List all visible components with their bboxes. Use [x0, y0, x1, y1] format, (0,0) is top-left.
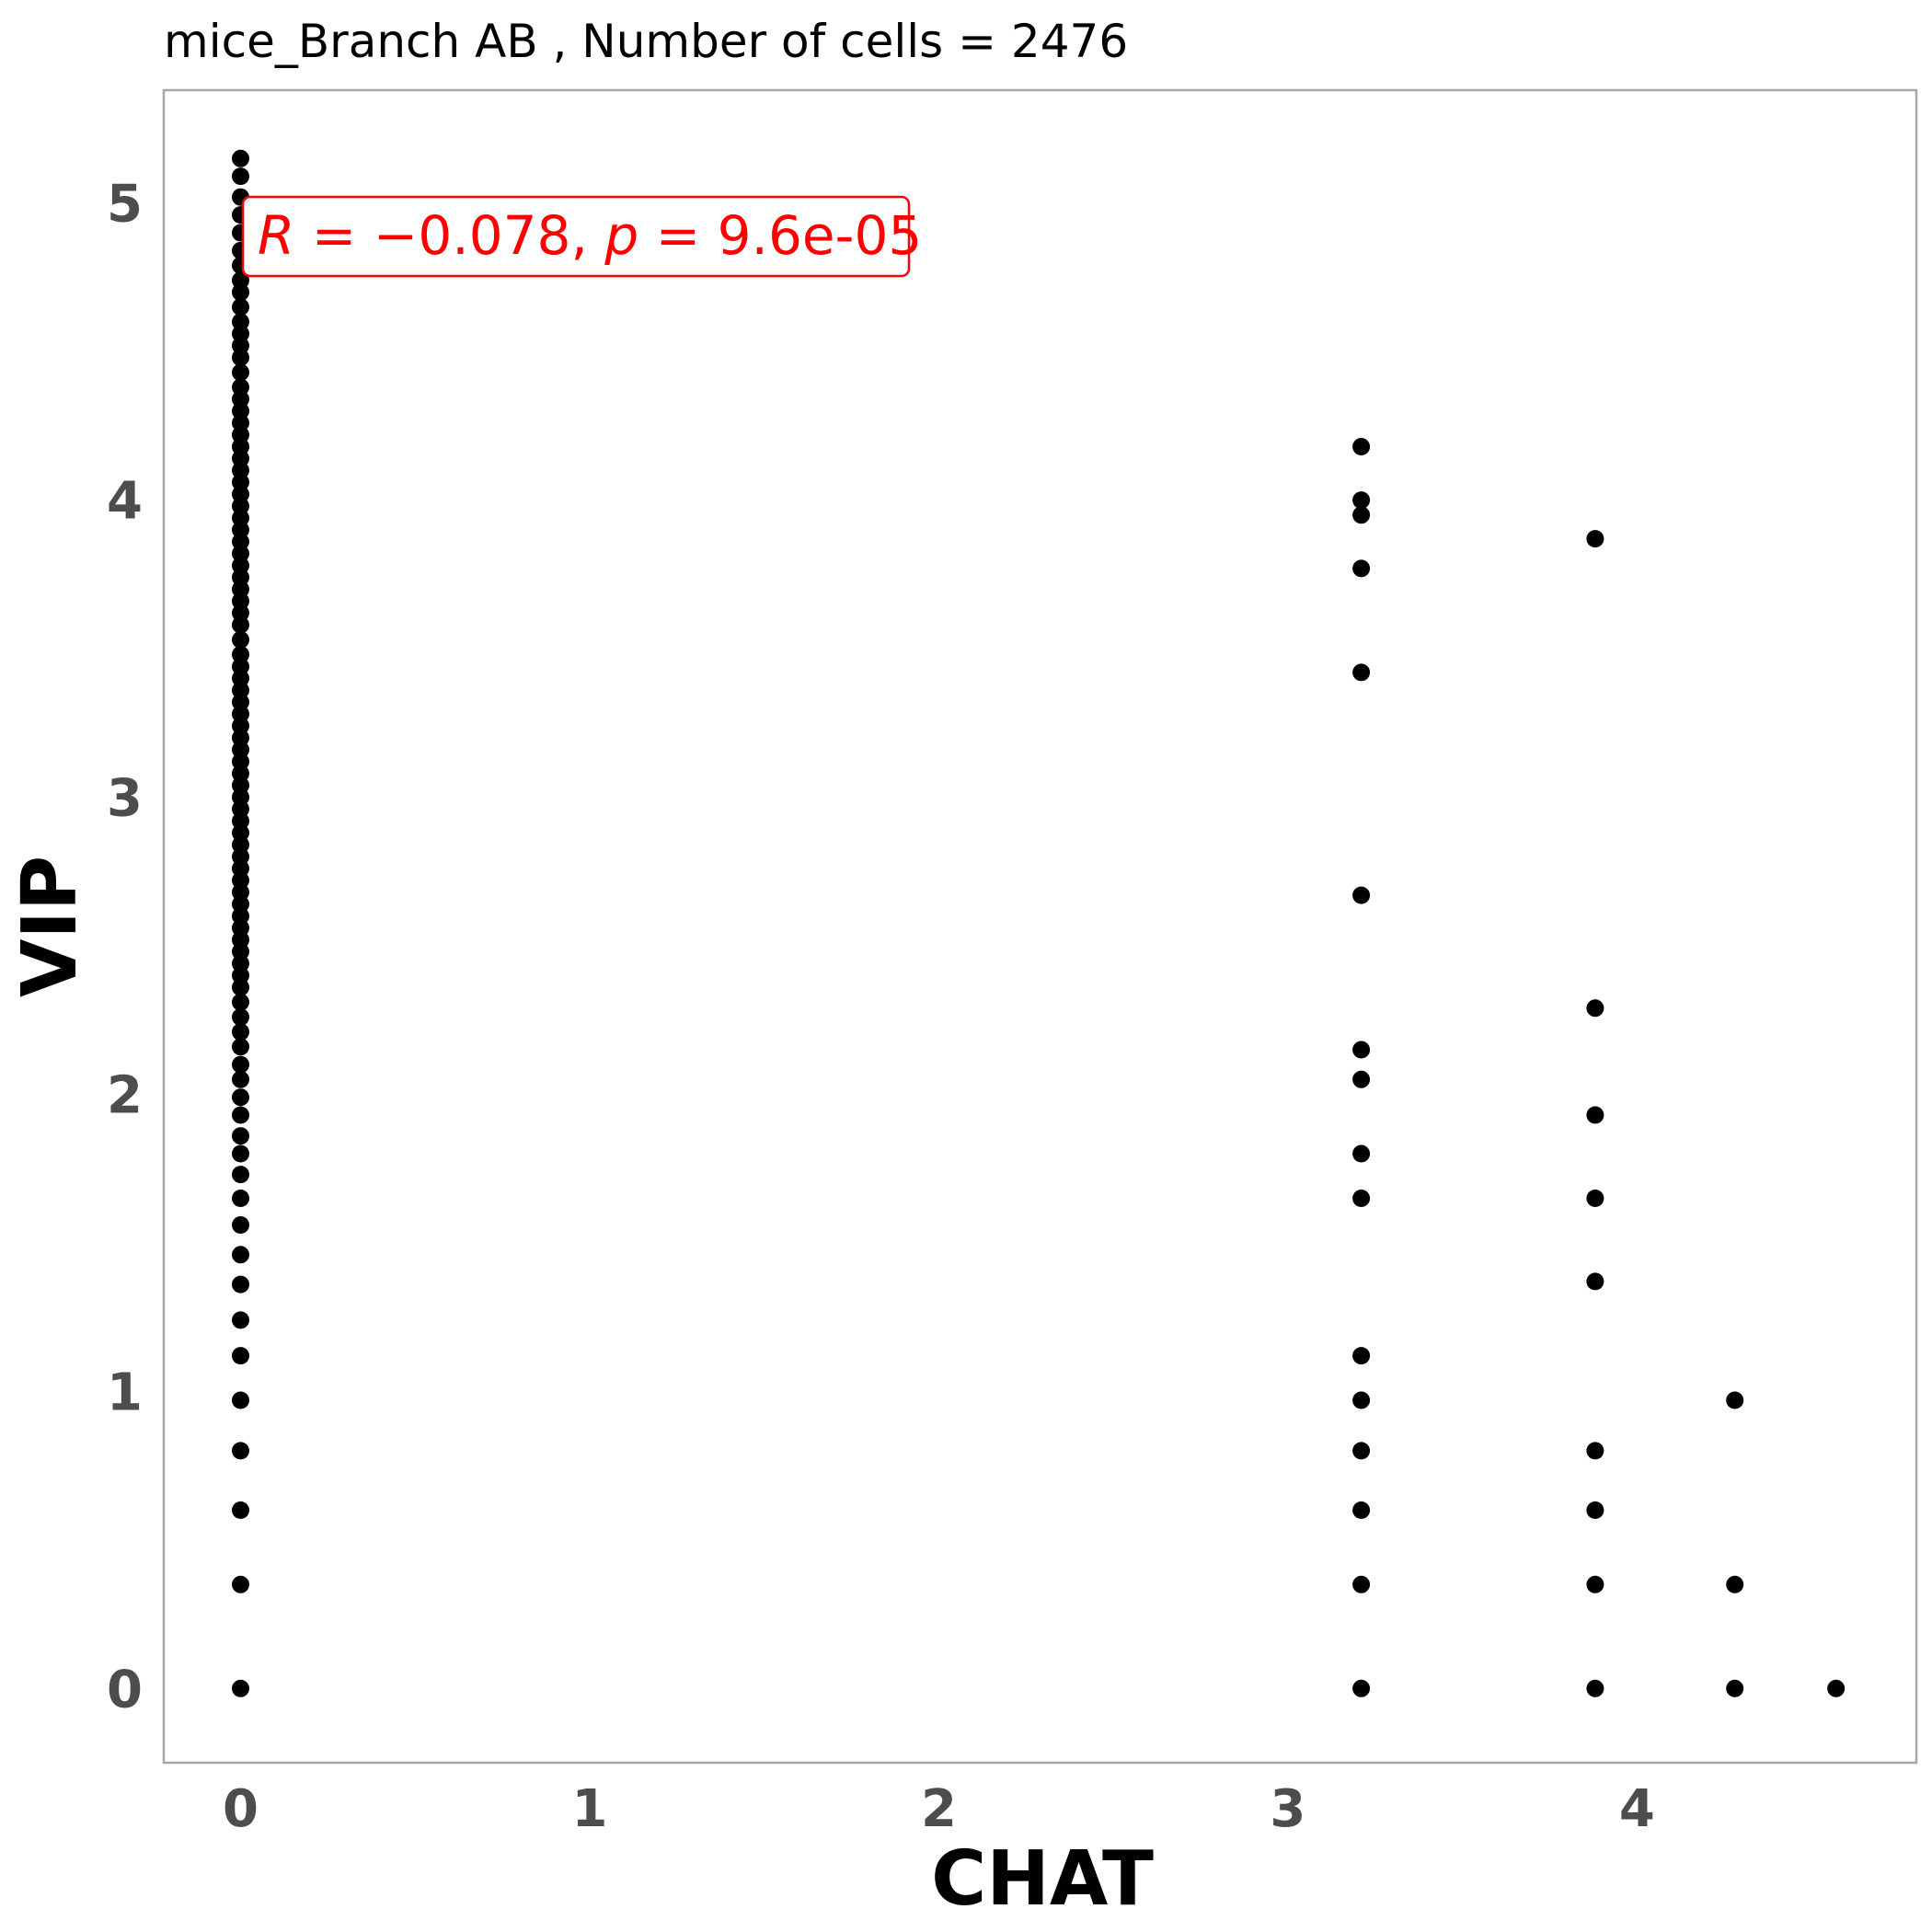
data-point: [1352, 1041, 1371, 1059]
data-point: [1586, 530, 1604, 548]
data-point: [1586, 1575, 1604, 1593]
annotation-box: [241, 195, 911, 278]
r-equals: =: [294, 204, 373, 267]
y-axis-title: VIP: [6, 856, 94, 997]
x-tick-label: 4: [1619, 1779, 1655, 1839]
data-point: [232, 414, 249, 432]
data-point: [232, 1190, 249, 1207]
data-point: [1726, 1391, 1744, 1409]
data-point: [1827, 1679, 1846, 1697]
data-point: [232, 883, 249, 902]
data-point: [1352, 1070, 1371, 1088]
data-point: [1586, 1272, 1604, 1291]
data-point: [1726, 1575, 1744, 1593]
data-point: [1586, 1190, 1604, 1207]
r-value: −0.078: [374, 204, 571, 267]
data-point: [232, 313, 249, 331]
data-point: [1352, 1575, 1371, 1593]
data-point: [232, 658, 249, 675]
y-tick-label: 0: [107, 1660, 143, 1719]
data-point: [232, 1347, 249, 1365]
data-point: [1352, 438, 1371, 455]
data-point: [1352, 1391, 1371, 1409]
data-point: [1352, 663, 1371, 682]
annotation-text: R = −0.078, p = 9.6e-05: [258, 204, 922, 267]
data-point: [232, 1127, 249, 1145]
data-point: [1352, 1501, 1371, 1519]
data-point: [232, 646, 249, 663]
data-point: [232, 1070, 249, 1088]
data-point: [1352, 559, 1371, 578]
data-point: [232, 1023, 249, 1041]
data-point: [232, 485, 249, 503]
x-tick-label: 0: [223, 1779, 259, 1839]
y-axis-ticks: 0 1 2 3 4 5: [107, 175, 143, 1720]
chart-title: mice_Branch AB , Number of cells = 2476: [164, 15, 1128, 68]
data-point: [232, 149, 249, 167]
x-tick-label: 2: [921, 1779, 957, 1839]
data-point: [232, 1008, 249, 1026]
data-point: [232, 1679, 249, 1697]
data-point: [232, 1275, 249, 1294]
correlation-annotation: R = −0.078, p = 9.6e-05: [241, 195, 922, 278]
x-axis-title: CHAT: [931, 1835, 1154, 1923]
data-point: [1352, 1190, 1371, 1207]
data-point: [1352, 1442, 1371, 1460]
r-label: R: [258, 204, 294, 267]
data-point: [232, 1391, 249, 1409]
data-point: [232, 167, 249, 186]
data-point: [1352, 1679, 1371, 1697]
data-point: [232, 1501, 249, 1519]
data-point: [232, 1575, 249, 1593]
data-point: [232, 993, 249, 1011]
data-point: [1352, 1144, 1371, 1163]
y-tick-label: 4: [107, 472, 143, 532]
data-point: [1586, 999, 1604, 1018]
data-point: [232, 557, 249, 575]
data-point: [232, 1106, 249, 1124]
p-label: p: [604, 204, 638, 267]
annotation-separator: ,: [570, 204, 604, 267]
data-point: [232, 1442, 249, 1460]
data-point: [232, 1216, 249, 1234]
data-point: [232, 630, 249, 649]
data-point: [1586, 1679, 1604, 1697]
y-tick-label: 3: [107, 769, 143, 829]
data-point: [232, 1246, 249, 1264]
data-point: [232, 378, 249, 397]
data-point: [1352, 886, 1371, 904]
data-point: [1352, 1347, 1371, 1365]
data-point: [1352, 506, 1371, 524]
data-point: [1586, 1442, 1604, 1460]
y-tick-label: 1: [107, 1363, 143, 1422]
y-tick-label: 2: [107, 1065, 143, 1125]
data-point: [232, 954, 249, 972]
data-point: [232, 729, 249, 747]
data-point: [232, 811, 249, 830]
data-point: [232, 1144, 249, 1163]
data-point: [232, 1166, 249, 1184]
data-point: [1726, 1679, 1744, 1697]
data-point: [1352, 491, 1371, 510]
x-axis-ticks: 0 1 2 3 4: [223, 1779, 1655, 1839]
data-point: [232, 271, 249, 290]
plot-panel: [162, 88, 1918, 1765]
x-tick-label: 1: [572, 1779, 608, 1839]
data-point: [1586, 1106, 1604, 1124]
data-point: [232, 298, 249, 316]
p-equals: =: [638, 204, 717, 267]
data-point: [232, 1055, 249, 1074]
p-value: 9.6e-05: [718, 204, 923, 267]
data-point: [1586, 1501, 1604, 1519]
data-point: [232, 1311, 249, 1329]
y-tick-label: 5: [107, 175, 143, 235]
data-point: [232, 1088, 249, 1107]
x-tick-label: 3: [1270, 1779, 1305, 1839]
data-point: [232, 363, 249, 382]
data-point: [232, 1038, 249, 1056]
